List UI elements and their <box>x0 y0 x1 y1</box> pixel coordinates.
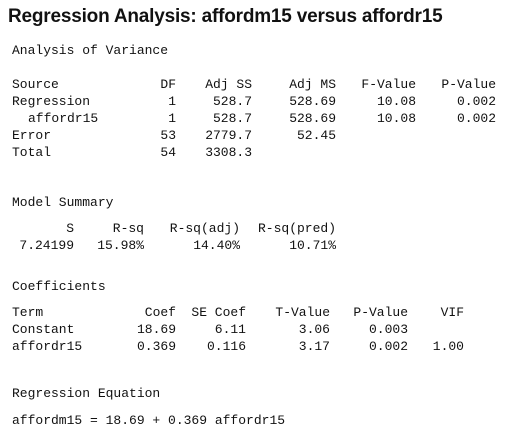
coefficients-t-value: 3.17 <box>298 339 330 354</box>
model-summary-heading: Model Summary <box>12 195 114 210</box>
table-row: affordr15 0.369 0.116 3.17 0.002 1.00 <box>12 338 464 355</box>
anova-df: 1 <box>168 111 176 126</box>
table-row: Constant 18.69 6.11 3.06 0.003 <box>12 321 464 338</box>
model-summary-header-r-sq: R-sq <box>112 221 144 236</box>
coefficients-vif: 1.00 <box>432 339 464 354</box>
anova-source: Regression <box>12 94 91 109</box>
anova-header-source: Source <box>12 77 59 92</box>
model-summary-table: S R-sq R-sq(adj) R-sq(pred) 7.24199 15.9… <box>12 220 336 254</box>
anova-f-value <box>336 127 416 144</box>
coefficients-header-se-coef: SE Coef <box>191 305 246 320</box>
coefficients-header-vif: VIF <box>440 305 464 320</box>
table-row: Error 53 2779.7 52.45 <box>12 127 496 144</box>
anova-df: 53 <box>160 128 176 143</box>
anova-heading: Analysis of Variance <box>12 43 169 58</box>
model-summary-header-r-sq-pred: R-sq(pred) <box>257 221 336 236</box>
anova-adj-ms: 52.45 <box>296 128 336 143</box>
anova-adj-ms <box>252 144 336 161</box>
anova-header-adj-ss: Adj SS <box>205 77 252 92</box>
anova-adj-ss: 528.7 <box>212 111 252 126</box>
regression-equation: affordm15 = 18.69 + 0.369 affordr15 <box>12 413 286 428</box>
anova-source: Error <box>12 128 52 143</box>
model-summary-header-r-sq-adj: R-sq(adj) <box>169 221 240 236</box>
coefficients-heading: Coefficients <box>12 279 106 294</box>
model-summary-r-sq-pred: 10.71% <box>289 238 336 253</box>
coefficients-header-coef: Coef <box>144 305 176 320</box>
coefficients-header-t-value: T-Value <box>275 305 330 320</box>
coefficients-header-row: Term Coef SE Coef T-Value P-Value VIF <box>12 304 464 321</box>
anova-adj-ss: 3308.3 <box>205 145 252 160</box>
anova-header-row: Source DF Adj SS Adj MS F-Value P-Value <box>12 76 496 93</box>
anova-source: affordr15 <box>28 111 99 126</box>
anova-header-df: DF <box>160 77 176 92</box>
regression-equation-heading: Regression Equation <box>12 386 161 401</box>
anova-f-value: 10.08 <box>376 111 416 126</box>
coefficients-table: Term Coef SE Coef T-Value P-Value VIF Co… <box>12 304 464 355</box>
anova-p-value: 0.002 <box>456 94 496 109</box>
anova-f-value <box>336 144 416 161</box>
anova-header-p-value: P-Value <box>441 77 496 92</box>
anova-adj-ms: 528.69 <box>289 111 336 126</box>
coefficients-p-value: 0.002 <box>368 339 408 354</box>
table-row: 7.24199 15.98% 14.40% 10.71% <box>12 237 336 254</box>
model-summary-r-sq: 15.98% <box>97 238 144 253</box>
coefficients-coef: 0.369 <box>136 339 176 354</box>
coefficients-term: affordr15 <box>12 339 83 354</box>
anova-source: Total <box>12 145 52 160</box>
anova-adj-ss: 2779.7 <box>205 128 252 143</box>
coefficients-se-coef: 0.116 <box>206 339 246 354</box>
anova-p-value <box>416 144 496 161</box>
anova-table: Source DF Adj SS Adj MS F-Value P-Value … <box>12 76 496 161</box>
coefficients-coef: 18.69 <box>136 322 176 337</box>
table-row: Total 54 3308.3 <box>12 144 496 161</box>
page-title: Regression Analysis: affordm15 versus af… <box>8 6 443 27</box>
model-summary-r-sq-adj: 14.40% <box>193 238 240 253</box>
anova-adj-ss: 528.7 <box>212 94 252 109</box>
coefficients-header-term: Term <box>12 305 44 320</box>
table-row: affordr15 1 528.7 528.69 10.08 0.002 <box>12 110 496 127</box>
anova-p-value: 0.002 <box>456 111 496 126</box>
anova-header-adj-ms: Adj MS <box>289 77 336 92</box>
coefficients-t-value: 3.06 <box>298 322 330 337</box>
coefficients-header-p-value: P-Value <box>353 305 408 320</box>
anova-f-value: 10.08 <box>376 94 416 109</box>
anova-df: 1 <box>168 94 176 109</box>
coefficients-vif <box>408 321 464 338</box>
coefficients-se-coef: 6.11 <box>214 322 246 337</box>
anova-header-f-value: F-Value <box>361 77 416 92</box>
coefficients-p-value: 0.003 <box>368 322 408 337</box>
model-summary-header-s: S <box>66 221 74 236</box>
model-summary-s: 7.24199 <box>19 238 74 253</box>
anova-adj-ms: 528.69 <box>289 94 336 109</box>
anova-df: 54 <box>160 145 176 160</box>
coefficients-term: Constant <box>12 322 75 337</box>
anova-p-value <box>416 127 496 144</box>
table-row: Regression 1 528.7 528.69 10.08 0.002 <box>12 93 496 110</box>
model-summary-header-row: S R-sq R-sq(adj) R-sq(pred) <box>12 220 336 237</box>
